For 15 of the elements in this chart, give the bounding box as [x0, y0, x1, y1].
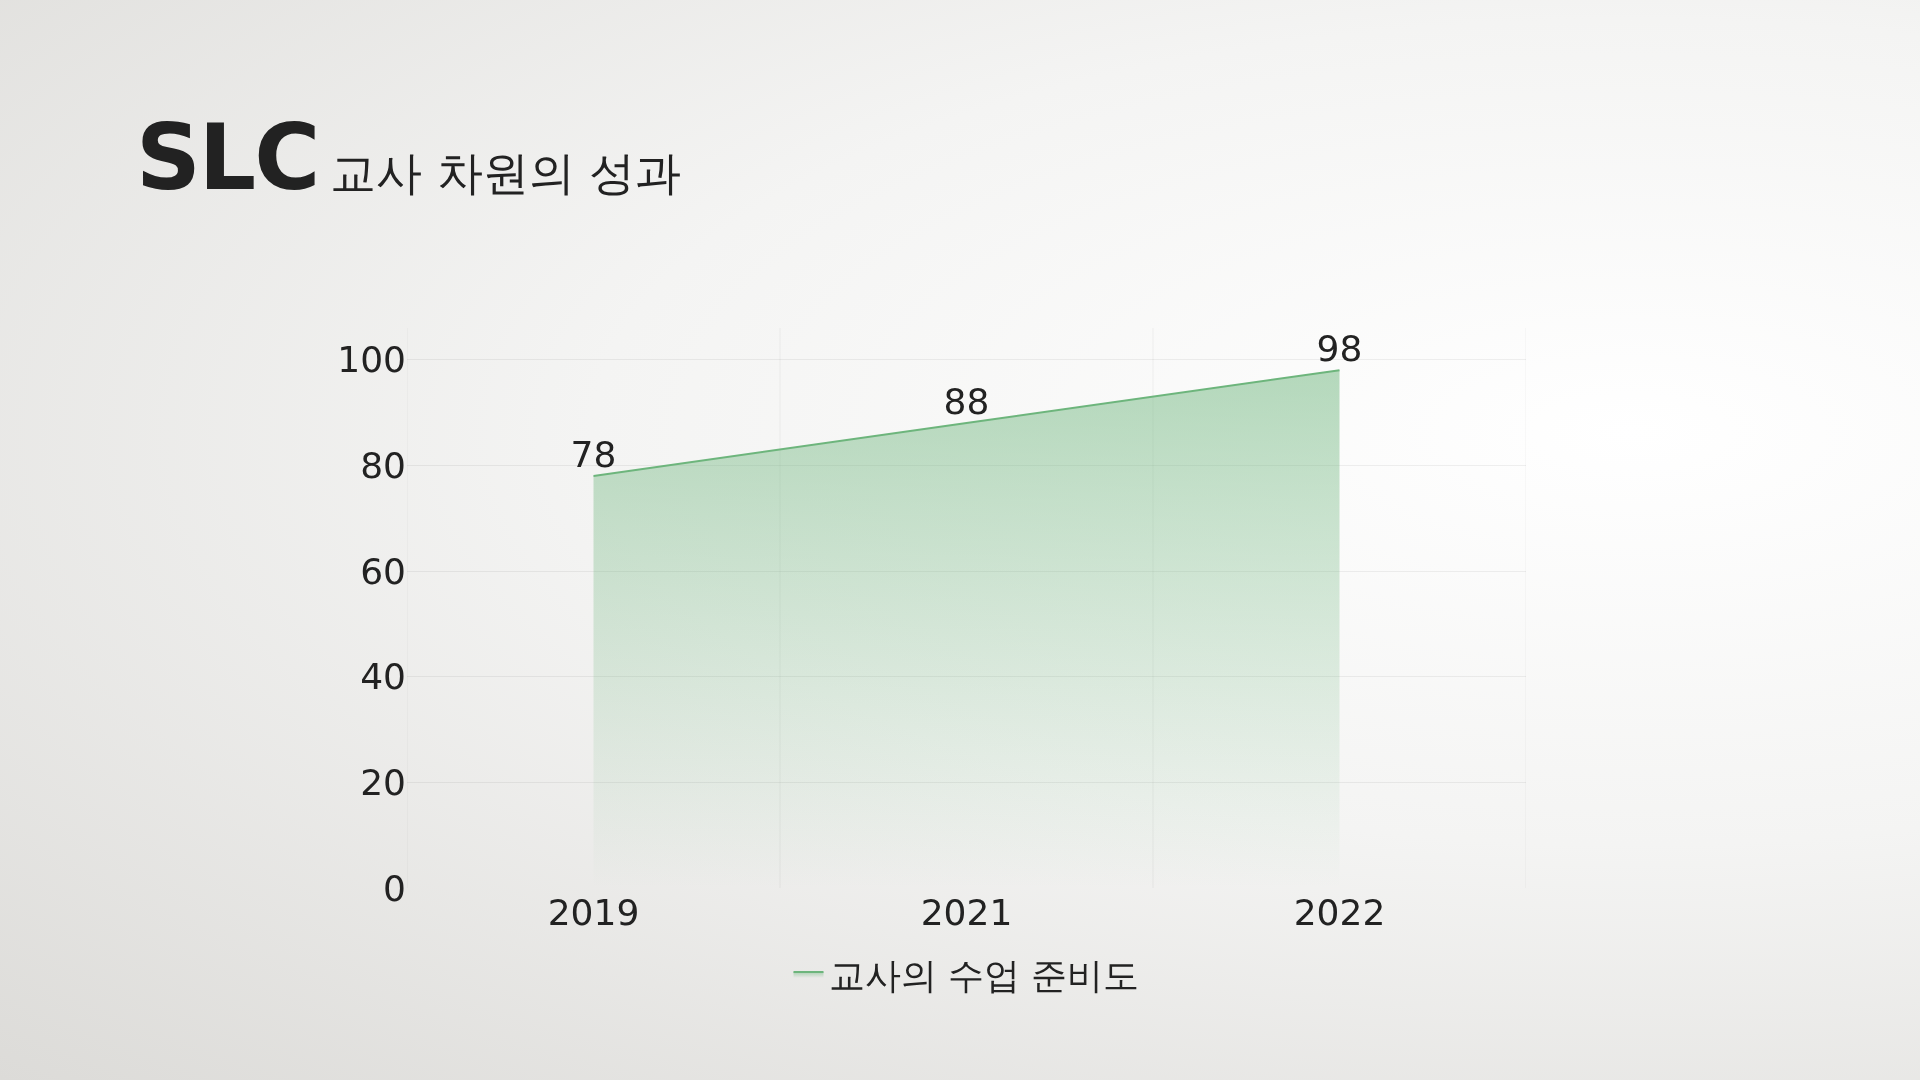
- x-tick-label: 2021: [920, 892, 1013, 933]
- y-tick-label: 0: [383, 867, 406, 909]
- legend-label: 교사의 수업 준비도: [828, 954, 1140, 996]
- chart-title: SLC: [136, 105, 319, 210]
- data-label: 88: [943, 381, 990, 423]
- x-tick-label: 2022: [1293, 892, 1386, 933]
- y-tick-label: 40: [360, 656, 406, 698]
- y-tick-label: 60: [360, 550, 406, 592]
- y-tick-label: 20: [360, 761, 406, 803]
- y-tick-label: 100: [337, 339, 406, 381]
- y-tick-label: 80: [360, 444, 406, 486]
- chart-subtitle: 교사 차원의 성과: [330, 146, 682, 200]
- data-label: 98: [1316, 328, 1363, 370]
- data-label: 78: [570, 433, 617, 475]
- x-tick-label: 2019: [547, 892, 640, 933]
